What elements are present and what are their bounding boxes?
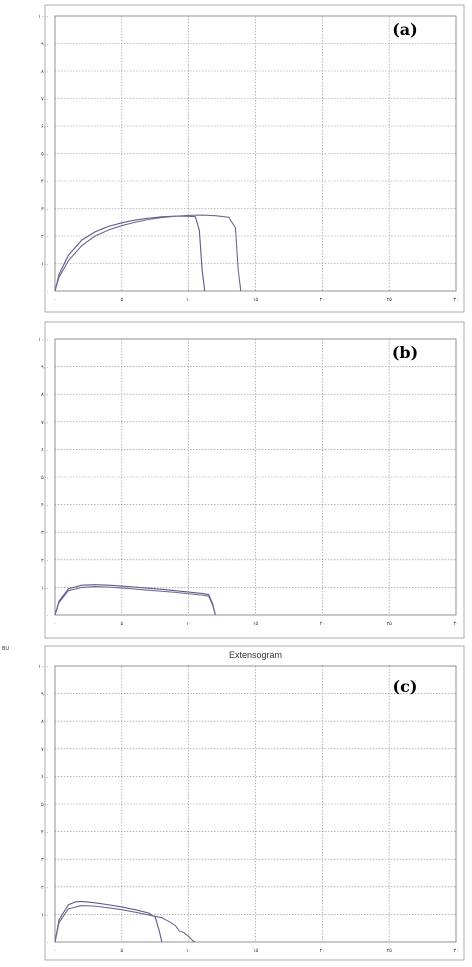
x-tick-label: ۱۰ — [186, 621, 191, 627]
x-tick-label: ۵ — [120, 948, 123, 954]
x-tick-label: ۳۰ — [453, 948, 458, 954]
series-line-2 — [54, 905, 196, 943]
x-tick-label: ۲۵ — [386, 621, 392, 627]
panel-label: (a) — [392, 20, 418, 39]
y-tick-label: ۸۰۰ — [41, 69, 49, 75]
y-tick-label: ۶۰۰ — [41, 124, 49, 130]
x-tick-label: ۱۵ — [253, 948, 259, 954]
x-tick-label: ۲۵ — [386, 297, 392, 303]
series-line-1 — [54, 215, 206, 292]
y-tick-label: ۹۰۰ — [41, 692, 49, 698]
x-tick-label: ۵ — [120, 297, 123, 303]
y-tick-label: ۷۰۰ — [41, 420, 49, 426]
y-tick-label: ۲۰۰ — [41, 885, 49, 891]
y-tick-label: ۸۰۰ — [41, 719, 49, 725]
y-tick-label: ۱۰۰ — [41, 262, 49, 268]
panels: ۰ ۵ ۱۰ ۱۵ ۲۰ ۲۵ ۳۰۰۱۰۰۲۰۰۳۰۰۴۰۰۵۰۰۶۰۰۷۰۰۸۰۰۹۰۰… — [2, 4, 465, 961]
x-tick-label: ۲۰ — [320, 948, 325, 954]
x-tick-label: ۵ — [120, 621, 123, 627]
y-tick-label: ۲۰۰ — [41, 234, 49, 240]
chart-frame — [44, 4, 465, 313]
y-tick-label: ۵۰۰ — [41, 802, 49, 808]
x-tick-label: ۲۰ — [320, 297, 325, 303]
series-line-1 — [54, 584, 216, 616]
chart-panel-2: ۰ ۵ ۱۰ ۱۵ ۲۰ ۲۵ ۳۰۰۱۰۰۲۰۰۳۰۰۴۰۰۵۰۰۶۰۰۷۰۰۸۰۰۹۰۰… — [38, 321, 465, 639]
y-tick-label: ۵۰۰ — [41, 152, 49, 158]
x-tick-label: ۱۵ — [253, 297, 259, 303]
x-tick-label: ۳۰ — [453, 297, 458, 303]
chart-frame — [44, 321, 465, 639]
y-tick-label: ۴۰۰ — [41, 830, 49, 836]
y-tick-label: ۳۰۰ — [41, 857, 49, 863]
y-tick-label: ۷۰۰ — [41, 97, 49, 103]
y-tick-label: ۶۰۰ — [41, 774, 49, 780]
y-tick-label: ۵۰۰ — [41, 475, 49, 481]
y-tick-label: ۲۰۰ — [41, 558, 49, 564]
x-tick-label: ۰ — [54, 621, 57, 627]
y-tick-label: ۴۰۰ — [41, 179, 49, 185]
y-tick-label: ۱۰۰۰ — [38, 664, 49, 670]
y-tick-label: ۹۰۰ — [41, 365, 49, 371]
y-tick-label: ۷۰۰ — [41, 747, 49, 753]
series-line-1 — [54, 900, 163, 943]
panel-label: (c) — [393, 677, 418, 696]
y-tick-label: ۱۰۰ — [41, 912, 49, 918]
panel-label: (b) — [392, 343, 418, 362]
y-tick-label: ۴۰۰ — [41, 503, 49, 509]
x-tick-label: ۰ — [54, 948, 57, 954]
x-tick-label: ۱۵ — [253, 621, 259, 627]
y-tick-label: ۹۰۰ — [41, 42, 49, 48]
y-tick-label: ۱۰۰۰ — [38, 14, 49, 20]
x-tick-label: ۱۰ — [186, 297, 191, 303]
y-tick-label: ۰ — [46, 289, 49, 295]
y-tick-label: ۸۰۰ — [41, 392, 49, 398]
x-tick-label: ۰ — [54, 297, 57, 303]
corner-label: BU — [2, 646, 9, 652]
y-tick-label: ۱۰۰ — [41, 585, 49, 591]
chart-panel-3: ۰ ۵ ۱۰ ۱۵ ۲۰ ۲۵ ۳۰۰۱۰۰۲۰۰۳۰۰۴۰۰۵۰۰۶۰۰۷۰۰۸۰۰۹۰۰… — [2, 645, 465, 961]
series-line-2 — [54, 214, 242, 292]
y-tick-label: ۳۰۰ — [41, 207, 49, 213]
chart-panel-1: ۰ ۵ ۱۰ ۱۵ ۲۰ ۲۵ ۳۰۰۱۰۰۲۰۰۳۰۰۴۰۰۵۰۰۶۰۰۷۰۰۸۰۰۹۰۰… — [38, 4, 465, 313]
y-tick-label: ۰ — [46, 613, 49, 619]
y-tick-label: ۳۰۰ — [41, 530, 49, 536]
x-tick-label: ۲۵ — [386, 948, 392, 954]
chart-title: Extensogram — [229, 650, 282, 660]
x-tick-label: ۲۰ — [320, 621, 325, 627]
series-line-2 — [54, 586, 216, 616]
x-tick-label: ۳۰ — [453, 621, 458, 627]
y-tick-label: ۶۰۰ — [41, 447, 49, 453]
x-tick-label: ۱۰ — [186, 948, 191, 954]
y-tick-label: ۰ — [46, 940, 49, 946]
y-tick-label: ۱۰۰۰ — [38, 337, 49, 343]
chart-frame — [44, 645, 465, 961]
